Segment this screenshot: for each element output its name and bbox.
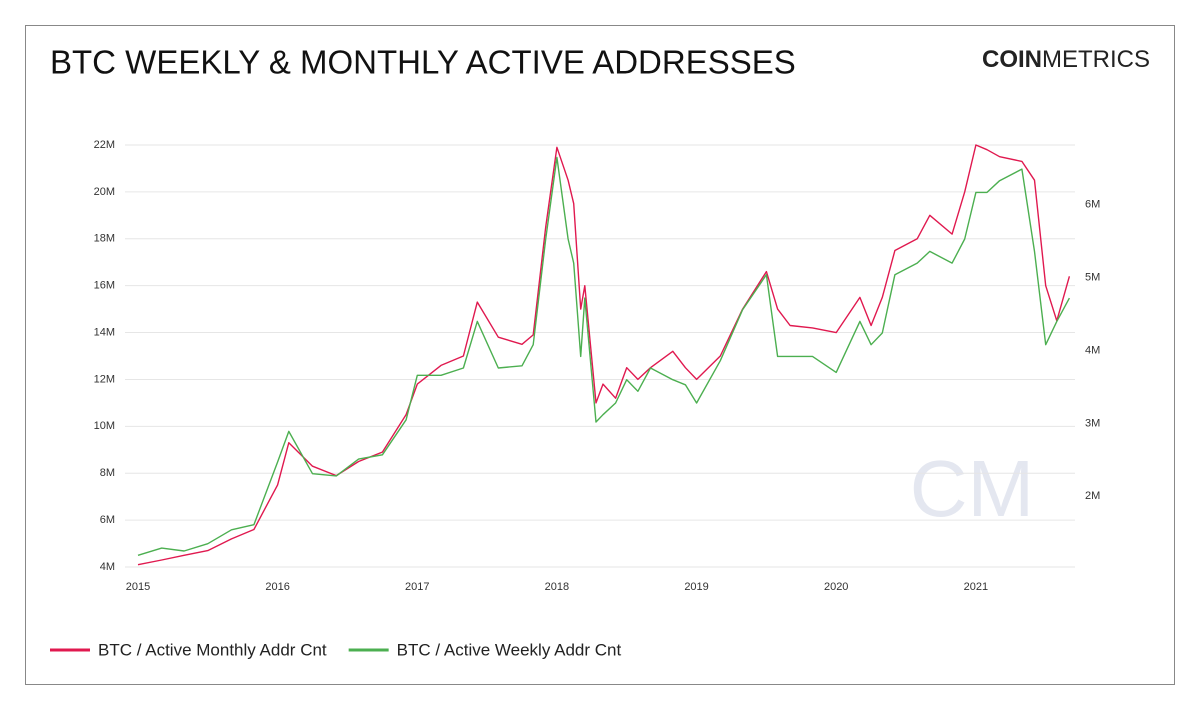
legend-label: BTC / Active Weekly Addr Cnt — [397, 640, 622, 659]
brand-light: METRICS — [1042, 46, 1150, 73]
x-tick-label: 2016 — [265, 581, 289, 593]
legend-label: BTC / Active Monthly Addr Cnt — [98, 640, 327, 659]
y-tick-label: 12M — [94, 373, 115, 385]
y-tick-label: 14M — [94, 326, 115, 338]
y-tick-label: 4M — [100, 561, 115, 573]
y-tick-label: 10M — [94, 420, 115, 432]
y-tick-label: 18M — [94, 233, 115, 245]
x-tick-label: 2018 — [545, 581, 569, 593]
x-tick-label: 2021 — [964, 581, 988, 593]
chart-title: BTC WEEKLY & MONTHLY ACTIVE ADDRESSES — [50, 44, 796, 81]
x-tick-label: 2015 — [126, 581, 150, 593]
x-tick-label: 2020 — [824, 581, 848, 593]
y2-tick-label: 5M — [1085, 272, 1100, 284]
y-tick-label: 20M — [94, 186, 115, 198]
frame — [25, 25, 1175, 685]
series-line — [137, 144, 1071, 566]
y2-tick-label: 2M — [1085, 490, 1100, 502]
y-tick-label: 22M — [94, 139, 115, 151]
x-tick-label: 2017 — [405, 581, 429, 593]
y2-tick-label: 3M — [1085, 417, 1100, 429]
y-tick-label: 8M — [100, 467, 115, 479]
plot-area — [125, 144, 1075, 568]
y2-tick-label: 6M — [1085, 199, 1100, 211]
y-tick-label: 6M — [100, 514, 115, 526]
watermark: CM — [910, 444, 1034, 533]
brand-logo: COINMETRICS — [982, 46, 1150, 73]
x-tick-label: 2019 — [684, 581, 708, 593]
brand-bold: COIN — [982, 46, 1042, 73]
y2-tick-label: 4M — [1085, 344, 1100, 356]
y-tick-label: 16M — [94, 280, 115, 292]
series-line — [137, 156, 1071, 556]
